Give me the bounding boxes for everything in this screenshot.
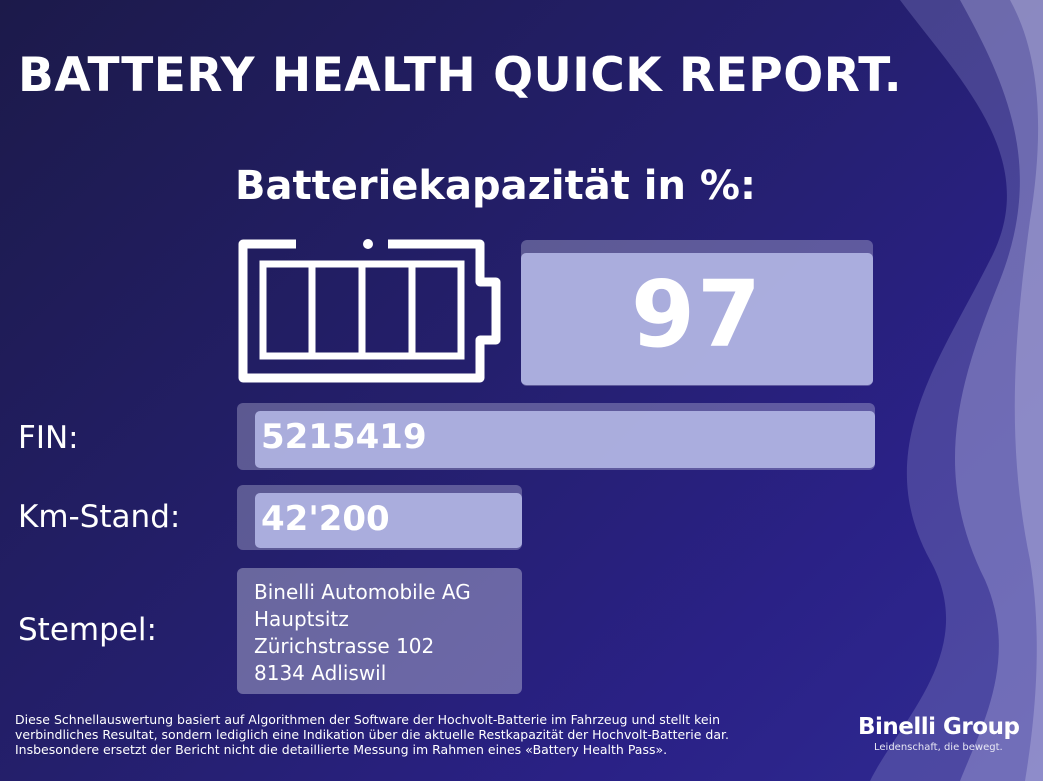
- stamp-line: Binelli Automobile AG: [254, 580, 471, 604]
- brand-logo: Binelli Group Leidenschaft, die bewegt.: [858, 714, 1020, 753]
- capacity-value: 97: [630, 261, 764, 368]
- km-label: Km-Stand:: [18, 499, 181, 535]
- brand-name: Binelli Group: [858, 714, 1020, 740]
- battery-full-icon: [238, 239, 501, 383]
- report-title: BATTERY HEALTH QUICK REPORT.: [18, 48, 903, 103]
- brand-tagline: Leidenschaft, die bewegt.: [874, 742, 1003, 753]
- stamp-line: Zürichstrasse 102: [254, 634, 435, 658]
- capacity-value-box: 97: [521, 253, 873, 385]
- fin-value: 5215419: [261, 417, 427, 457]
- capacity-label: Batteriekapazität in %:: [235, 163, 756, 209]
- stamp-line: 8134 Adliswil: [254, 661, 387, 685]
- stamp-box: Binelli Automobile AG Hauptsitz Zürichst…: [237, 568, 522, 694]
- fin-label: FIN:: [18, 420, 79, 456]
- disclaimer-text: Diese Schnellauswertung basiert auf Algo…: [15, 712, 815, 757]
- km-value: 42'200: [261, 499, 390, 539]
- disclaimer-line: verbindliches Resultat, sondern lediglic…: [15, 727, 729, 742]
- stamp-line: Hauptsitz: [254, 607, 349, 631]
- disclaimer-line: Insbesondere ersetzt der Bericht nicht d…: [15, 742, 668, 757]
- km-value-box: 42'200: [255, 493, 522, 548]
- stamp-label: Stempel:: [18, 612, 157, 648]
- disclaimer-line: Diese Schnellauswertung basiert auf Algo…: [15, 712, 721, 727]
- fin-value-box: 5215419: [255, 411, 875, 468]
